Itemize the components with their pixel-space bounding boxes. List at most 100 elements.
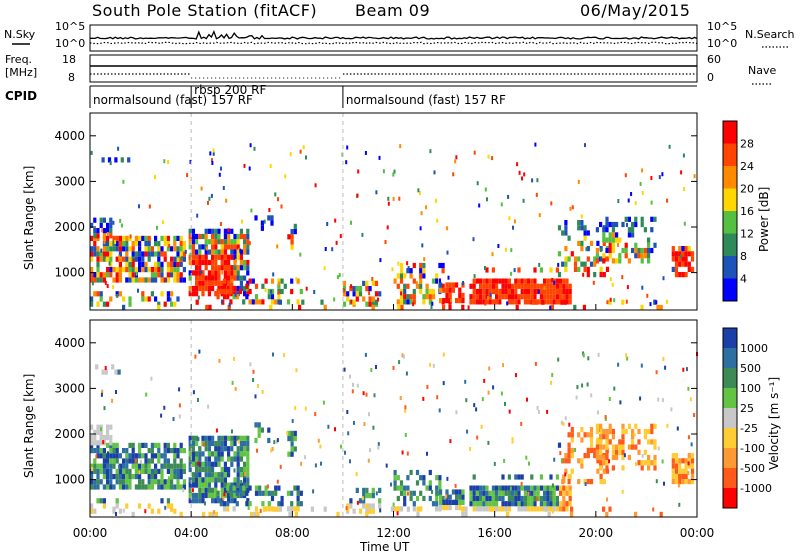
heatmap-cell [593, 261, 597, 267]
heatmap-cell [475, 299, 479, 305]
heatmap-cell [154, 267, 158, 273]
heatmap-cell [150, 453, 154, 459]
heatmap-cell [182, 251, 186, 257]
heatmap-cell [186, 173, 189, 178]
heatmap-cell [435, 506, 439, 512]
colorbar-segment [723, 188, 737, 212]
heatmap-cell [365, 487, 369, 493]
heatmap-cell [214, 291, 218, 297]
heatmap-cell [118, 272, 122, 278]
heatmap-cell [543, 495, 547, 502]
heatmap-cell [514, 294, 518, 300]
heatmap-cell [122, 267, 126, 273]
heatmap-cell [536, 490, 540, 496]
heatmap-cell [233, 456, 237, 462]
heatmap-cell [138, 448, 142, 454]
heatmap-cell [188, 254, 192, 260]
heatmap-cell [204, 456, 208, 462]
heatmap-cell [455, 410, 458, 415]
heatmap-cell [109, 474, 113, 480]
heatmap-cell [236, 461, 240, 467]
heatmap-cell [204, 466, 208, 473]
heatmap-cell [138, 503, 142, 509]
heatmap-cell [160, 479, 164, 485]
heatmap-cell [211, 244, 215, 250]
heatmap-cell [128, 261, 132, 267]
heatmap-cell [214, 244, 218, 250]
heatmap-cell [690, 442, 693, 447]
heatmap-cell [646, 293, 649, 298]
heatmap-cell [621, 275, 624, 280]
heatmap-cell [666, 423, 669, 428]
heatmap-cell [655, 300, 658, 305]
heatmap-cell [487, 440, 490, 445]
heatmap-cell [226, 506, 230, 512]
heatmap-cell [561, 479, 565, 485]
heatmap-cell [157, 246, 161, 252]
heatmap-cell [96, 267, 100, 273]
heatmap-cell [549, 267, 553, 273]
colorbar-tick-label: 28 [740, 138, 754, 151]
heatmap-cell [575, 395, 578, 400]
heatmap-cell [557, 262, 560, 267]
heatmap-cell [323, 266, 326, 271]
heatmap-cell [485, 490, 489, 496]
heatmap-cell [621, 434, 625, 440]
heatmap-cell [179, 458, 183, 464]
heatmap-cell [451, 287, 455, 293]
heatmap-cell [115, 474, 119, 480]
heatmap-cell [615, 454, 619, 461]
heatmap-cell [138, 277, 142, 283]
heatmap-cell [448, 299, 452, 305]
heatmap-cell [362, 503, 366, 509]
heatmap-cell [290, 430, 294, 436]
heatmap-cell [472, 501, 476, 507]
heatmap-cell [355, 291, 359, 297]
heatmap-cell [583, 235, 587, 241]
heatmap-cell [350, 220, 352, 225]
heatmap-cell [671, 468, 675, 474]
heatmap-cell [605, 256, 610, 262]
heatmap-cell [618, 258, 622, 264]
heatmap-cell [491, 490, 495, 496]
heatmap-cell [500, 391, 503, 396]
heatmap-cell [687, 261, 691, 267]
heatmap-cell [176, 453, 180, 459]
heatmap-cell [637, 439, 641, 445]
heatmap-cell [396, 511, 399, 516]
heatmap-cell [655, 370, 658, 375]
heatmap-cell [242, 490, 246, 496]
heatmap-cell [442, 287, 446, 293]
heatmap-cell [176, 272, 180, 278]
heatmap-cell [520, 283, 524, 289]
heatmap-cell [653, 460, 657, 466]
heatmap-cell [90, 479, 94, 485]
heatmap-cell [599, 272, 603, 278]
heatmap-cell [531, 178, 534, 183]
heatmap-cell [198, 456, 202, 462]
heatmap-cell [305, 286, 308, 291]
heatmap-cell [233, 468, 236, 473]
heatmap-cell [514, 283, 518, 289]
heatmap-cell [331, 247, 334, 252]
heatmap-cell [364, 352, 367, 357]
heatmap-cell [555, 294, 559, 300]
heatmap-cell [223, 275, 227, 281]
heatmap-cell [362, 280, 366, 286]
heatmap-cell [643, 460, 647, 466]
heatmap-cell [112, 246, 116, 252]
heatmap-cell [176, 277, 180, 283]
heatmap-cell [624, 216, 628, 222]
heatmap-cell [422, 268, 426, 274]
heatmap-cell [541, 299, 545, 305]
heatmap-cell [211, 492, 215, 499]
heatmap-cell [198, 477, 202, 483]
heatmap-cell [125, 246, 129, 252]
heatmap-cell [580, 214, 583, 219]
heatmap-cell [223, 472, 227, 478]
heatmap-cell [198, 265, 202, 271]
heatmap-cell [631, 439, 635, 445]
heatmap-cell [227, 498, 231, 504]
heatmap-cell [134, 241, 138, 247]
heatmap-cell [191, 233, 195, 240]
